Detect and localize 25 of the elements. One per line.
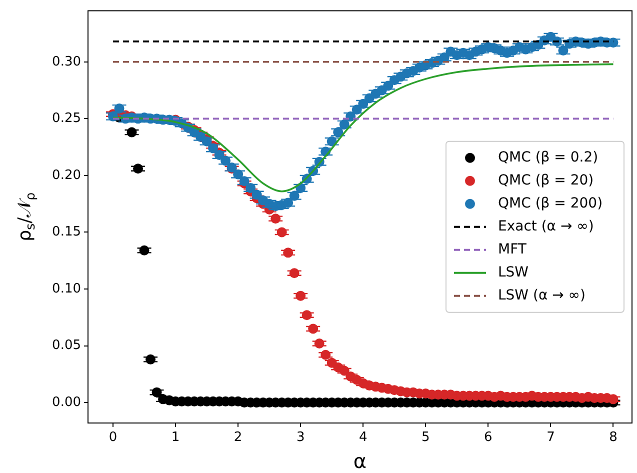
x-tick-label: 8 xyxy=(609,430,618,446)
x-tick-label: 1 xyxy=(171,430,180,446)
legend-label: QMC (β = 0.2) xyxy=(498,150,598,166)
legend-label: LSW xyxy=(498,264,529,281)
y-tick-label: 0.05 xyxy=(52,338,81,354)
x-tick-label: 6 xyxy=(484,430,492,446)
x-axis-title: α xyxy=(353,449,367,473)
y-tick-label: 0.00 xyxy=(52,394,81,410)
legend-label: LSW (α → ∞) xyxy=(498,288,586,304)
legend-label: Exact (α → ∞) xyxy=(498,218,594,235)
legend-label: MFT xyxy=(498,242,527,258)
y-tick-label: 0.15 xyxy=(52,224,81,240)
x-tick-label: 4 xyxy=(358,430,368,446)
legend-label: QMC (β = 200) xyxy=(498,196,603,212)
x-tick-label: 3 xyxy=(296,430,305,446)
x-tick-label: 5 xyxy=(422,430,430,446)
y-tick-label: 0.25 xyxy=(52,111,81,126)
y-tick-label: 0.20 xyxy=(52,168,81,183)
y-axis-title: ρs/𝒩ρ xyxy=(14,192,38,242)
y-tick-label: 0.30 xyxy=(52,54,81,70)
x-tick-label: 0 xyxy=(108,430,118,446)
legend-label: QMC (β = 20) xyxy=(498,172,594,189)
x-tick-label: 2 xyxy=(234,430,242,446)
y-tick-label: 0.10 xyxy=(52,281,81,296)
x-tick-label: 7 xyxy=(546,430,555,446)
